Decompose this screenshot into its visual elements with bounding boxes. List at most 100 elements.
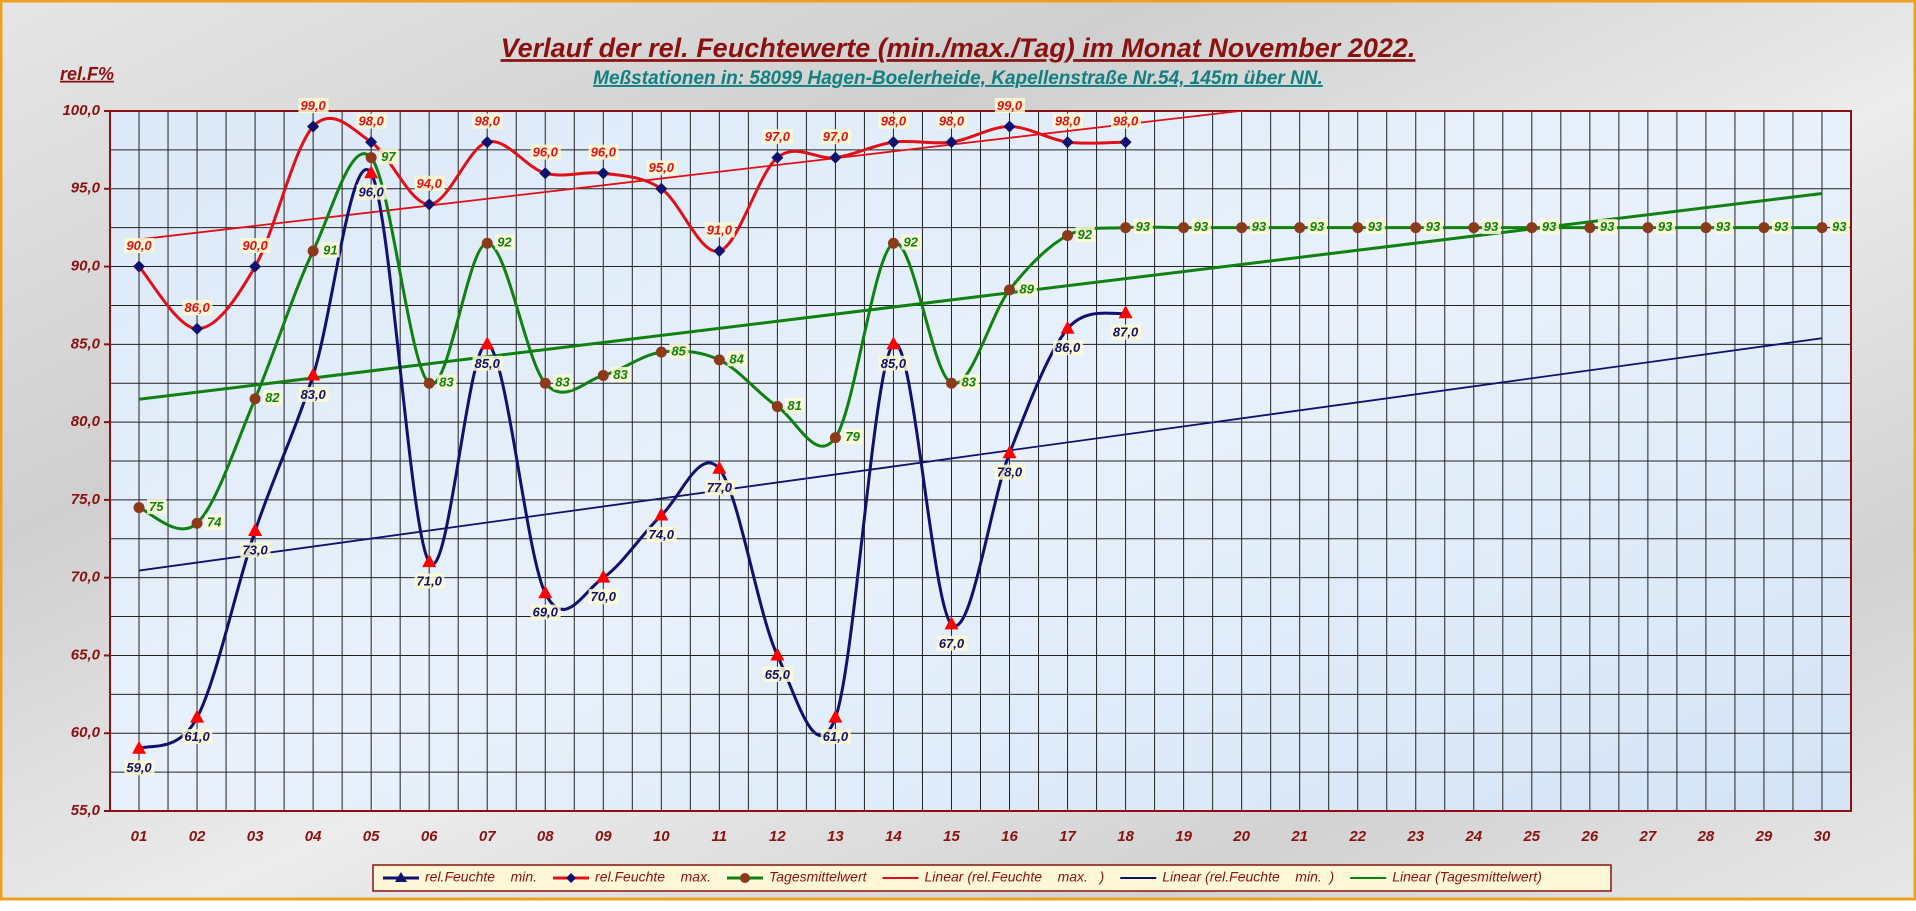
legend-label: Linear (rel.Feuchte min. ) <box>1162 869 1334 885</box>
data-label-bg <box>1597 219 1618 235</box>
data-label-bg <box>704 480 735 496</box>
data-label-bg <box>1017 281 1037 297</box>
data-label: 85,0 <box>881 356 907 371</box>
marker <box>770 647 785 661</box>
data-label-bg <box>553 374 573 390</box>
data-label: 98,0 <box>358 114 384 129</box>
marker <box>945 377 957 389</box>
marker <box>887 237 899 249</box>
data-label: 97 <box>381 149 396 164</box>
y-tick-label: 100,0 <box>62 102 100 119</box>
data-label-bg <box>878 113 909 129</box>
x-tick-label: 09 <box>595 828 612 845</box>
marker <box>132 740 147 754</box>
marker <box>1062 229 1074 241</box>
x-tick-label: 06 <box>421 828 438 845</box>
data-label: 90,0 <box>242 238 268 253</box>
marker <box>191 322 204 335</box>
plot-border <box>109 110 1852 812</box>
legend-label: rel.Feuchte min. <box>425 869 537 885</box>
marker <box>1120 222 1132 234</box>
data-label: 96,0 <box>358 185 384 200</box>
data-label: 96,0 <box>591 145 617 160</box>
x-tick-label: 05 <box>363 828 380 845</box>
x-tick-label: 15 <box>943 828 960 845</box>
marker <box>771 401 783 413</box>
data-label-bg <box>437 374 457 390</box>
data-label-bg <box>205 514 225 530</box>
marker <box>365 136 378 149</box>
x-tick-label: 08 <box>537 828 554 845</box>
data-label-bg <box>588 589 619 605</box>
marker <box>829 432 841 444</box>
marker <box>481 136 494 149</box>
marker <box>481 237 493 249</box>
x-tick-label: 11 <box>712 828 728 845</box>
data-label: 99,0 <box>997 98 1023 113</box>
marker <box>1004 284 1016 296</box>
marker <box>1002 445 1017 459</box>
x-tick-label: 19 <box>1175 828 1192 845</box>
data-label-bg <box>669 343 689 359</box>
x-tick-label: 26 <box>1581 828 1599 845</box>
data-label: 78,0 <box>997 465 1023 480</box>
series-line <box>138 168 1126 751</box>
data-label-bg <box>994 464 1025 480</box>
data-label-bg <box>472 355 503 371</box>
marker <box>307 245 319 257</box>
x-tick-label: 24 <box>1464 828 1482 845</box>
data-label-bg <box>124 237 155 253</box>
data-label: 83 <box>555 375 570 390</box>
marker <box>1642 222 1654 234</box>
data-label: 93 <box>1194 219 1209 234</box>
data-label-bg <box>356 184 387 200</box>
data-label: 98,0 <box>1055 114 1081 129</box>
data-label: 86,0 <box>184 300 210 315</box>
legend-label: Linear (Tagesmittelwert) <box>1392 869 1542 885</box>
data-label-bg <box>1655 219 1676 235</box>
marker <box>1119 136 1132 149</box>
data-label: 77,0 <box>707 480 733 495</box>
data-label: 92 <box>903 235 918 250</box>
data-label-bg <box>820 729 851 745</box>
marker <box>655 182 668 195</box>
data-label-bg <box>936 113 967 129</box>
data-label: 93 <box>1658 219 1673 234</box>
data-label-bg <box>1365 219 1385 235</box>
data-label: 61,0 <box>184 729 210 744</box>
y-tick-label: 95,0 <box>71 180 101 197</box>
data-label-bg <box>472 113 503 129</box>
data-label: 93 <box>1368 219 1383 234</box>
marker <box>1816 222 1828 234</box>
chart-subtitle: Meßstationen in: 58099 Hagen-Boelerheide… <box>593 68 1323 89</box>
marker <box>364 165 379 179</box>
marker <box>654 507 669 521</box>
data-label-bg <box>124 760 155 776</box>
y-tick-label: 80,0 <box>71 413 101 430</box>
data-label-bg <box>785 397 804 413</box>
marker <box>887 136 900 149</box>
data-label: 93 <box>1310 219 1325 234</box>
data-label: 91,0 <box>707 222 733 237</box>
x-tick-label: 14 <box>885 828 902 845</box>
x-tick-label: 12 <box>769 828 786 845</box>
data-label: 93 <box>1774 219 1789 234</box>
x-tick-label: 23 <box>1406 828 1424 845</box>
marker <box>423 198 436 211</box>
y-tick-label: 75,0 <box>71 491 101 508</box>
marker <box>133 502 145 514</box>
data-label: 85 <box>671 344 686 359</box>
x-tick-label: 04 <box>305 828 322 845</box>
data-label-bg <box>321 242 340 258</box>
data-label-bg <box>414 573 445 589</box>
data-label-bg <box>530 604 561 620</box>
marker <box>713 354 725 366</box>
x-tick-label: 27 <box>1639 828 1657 845</box>
marker <box>539 167 552 180</box>
data-label: 95,0 <box>649 160 675 175</box>
data-label: 92 <box>1078 227 1093 242</box>
marker <box>1118 305 1133 319</box>
data-label-bg <box>1075 226 1095 242</box>
marker <box>539 377 551 389</box>
x-tick-label: 21 <box>1290 828 1308 845</box>
